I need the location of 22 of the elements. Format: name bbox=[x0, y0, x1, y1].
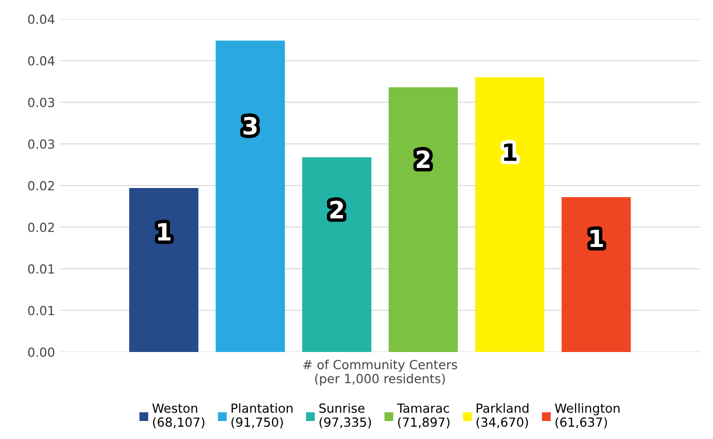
annotation: 1 bbox=[504, 144, 516, 161]
y-tick-label: 0.01 bbox=[28, 264, 54, 274]
y-tick-label: 0.00 bbox=[28, 347, 54, 357]
y-tick-label: 0.02 bbox=[28, 180, 54, 190]
annotation: 1 bbox=[158, 223, 170, 240]
legend-label: Tamarac (71,897) bbox=[396, 404, 450, 428]
legend-label: Parkland (34,670) bbox=[476, 403, 528, 428]
y-tick-label: 0.01 bbox=[28, 306, 54, 316]
annotation: 3 bbox=[244, 116, 257, 135]
y-tick-label: 0.03 bbox=[28, 98, 54, 108]
legend-label: Sunrise (97,335) bbox=[319, 403, 371, 428]
y-tick-label: 0.03 bbox=[28, 139, 54, 149]
annotation: 2 bbox=[416, 150, 430, 168]
y-tick-label: 0.04 bbox=[28, 56, 54, 66]
legend-label: Plantation (91,750) bbox=[232, 403, 292, 428]
y-tick-label: 0.02 bbox=[28, 222, 54, 232]
legend-label: Weston (68,107) bbox=[152, 404, 204, 428]
annotation: 1 bbox=[590, 230, 603, 248]
x-axis-title: # of Community Centers (per 1,000 residents) bbox=[303, 360, 458, 386]
legend-label: Wellington (61,637) bbox=[554, 403, 620, 428]
annotation: 2 bbox=[330, 200, 343, 218]
y-tick-label: 0.04 bbox=[28, 14, 54, 24]
